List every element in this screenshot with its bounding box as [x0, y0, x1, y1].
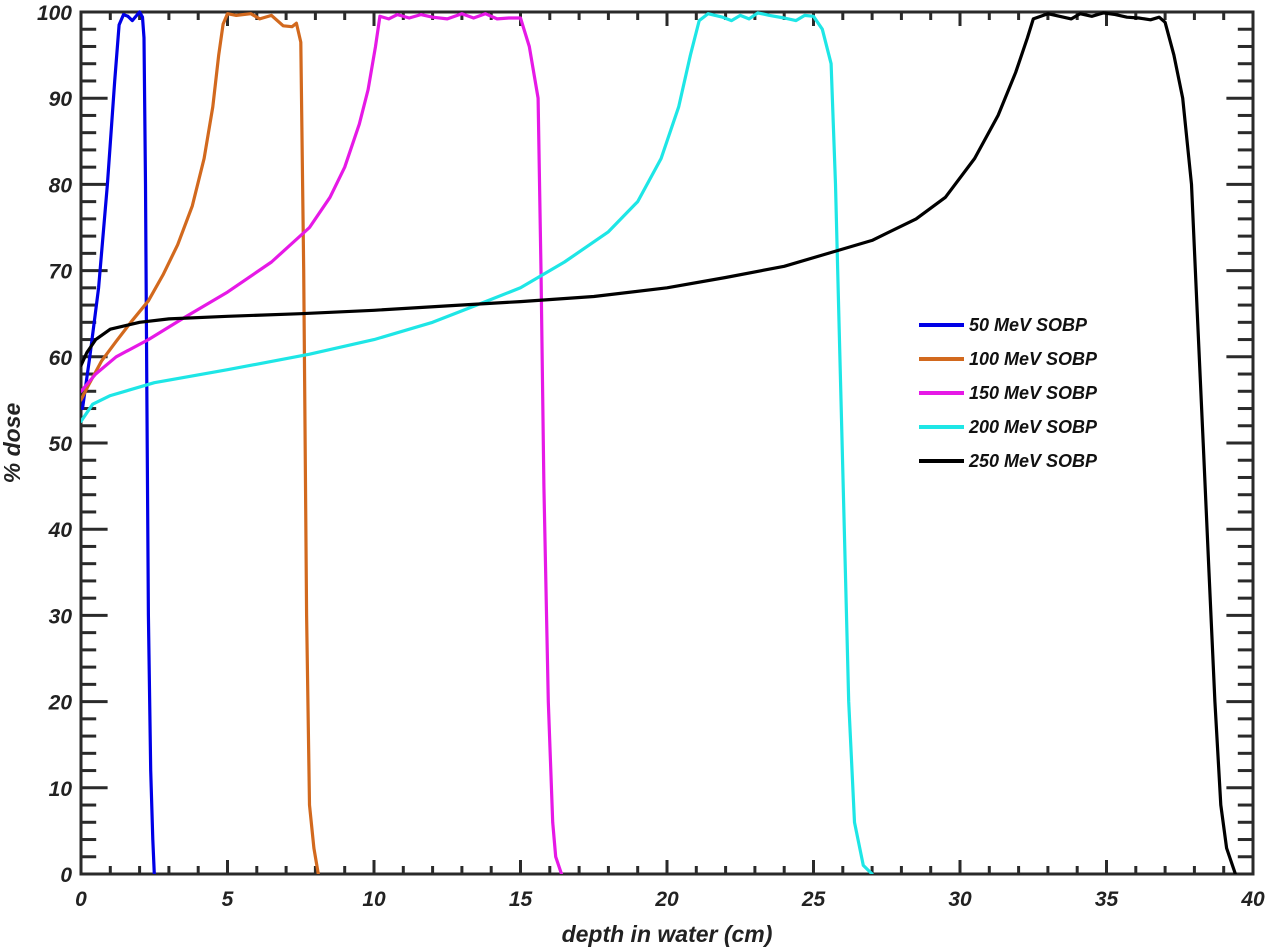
- y-tick-label: 10: [49, 778, 73, 801]
- y-tick-label: 50: [49, 433, 73, 456]
- x-tick-label: 10: [362, 888, 386, 911]
- y-tick-label: 60: [49, 347, 73, 370]
- legend-label-50mev: 50 MeV SOBP: [969, 315, 1088, 335]
- x-axis-tick-labels: 0 5 10 15 20 25 30 35 40: [75, 888, 1265, 911]
- y-tick-label: 90: [49, 88, 73, 111]
- y-tick-label: 20: [48, 692, 73, 715]
- y-axis-title: % dose: [0, 403, 25, 484]
- series-line-150mev: [81, 12, 564, 874]
- x-tick-label: 15: [509, 888, 533, 911]
- y-tick-label: 0: [60, 864, 72, 887]
- legend-item-250mev: 250 MeV SOBP: [919, 451, 1098, 471]
- x-tick-label: 0: [75, 888, 87, 911]
- legend-label-200mev: 200 MeV SOBP: [968, 417, 1098, 437]
- y-tick-label: 100: [37, 2, 72, 25]
- series-layer: [81, 10, 1237, 874]
- y-tick-label: 70: [49, 261, 73, 284]
- legend-item-150mev: 150 MeV SOBP: [919, 383, 1098, 403]
- legend-item-100mev: 100 MeV SOBP: [919, 349, 1098, 369]
- legend-label-250mev: 250 MeV SOBP: [968, 451, 1098, 471]
- y-tick-label: 40: [48, 519, 73, 542]
- legend-label-100mev: 100 MeV SOBP: [969, 349, 1098, 369]
- x-tick-label: 25: [801, 888, 826, 911]
- legend-item-200mev: 200 MeV SOBP: [919, 417, 1098, 437]
- x-tick-label: 40: [1240, 888, 1265, 911]
- legend-item-50mev: 50 MeV SOBP: [919, 315, 1088, 335]
- y-axis-tick-labels: 0 10 20 30 40 50 60 70 80 90 100: [37, 2, 72, 887]
- x-tick-label: 5: [222, 888, 234, 911]
- series-line-200mev: [81, 11, 874, 874]
- series-line-250mev: [81, 11, 1237, 874]
- x-tick-label: 20: [654, 888, 679, 911]
- x-tick-label: 35: [1095, 888, 1119, 911]
- x-tick-label: 30: [948, 888, 972, 911]
- legend: 50 MeV SOBP 100 MeV SOBP 150 MeV SOBP 20…: [919, 315, 1098, 471]
- y-tick-label: 80: [49, 174, 73, 197]
- x-axis-title: depth in water (cm): [562, 921, 773, 947]
- y-tick-label: 30: [49, 605, 73, 628]
- legend-label-150mev: 150 MeV SOBP: [969, 383, 1098, 403]
- series-line-100mev: [81, 12, 320, 874]
- series-line-50mev: [81, 10, 156, 874]
